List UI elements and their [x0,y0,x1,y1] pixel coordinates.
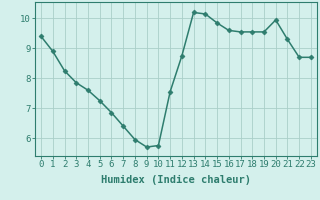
X-axis label: Humidex (Indice chaleur): Humidex (Indice chaleur) [101,175,251,185]
